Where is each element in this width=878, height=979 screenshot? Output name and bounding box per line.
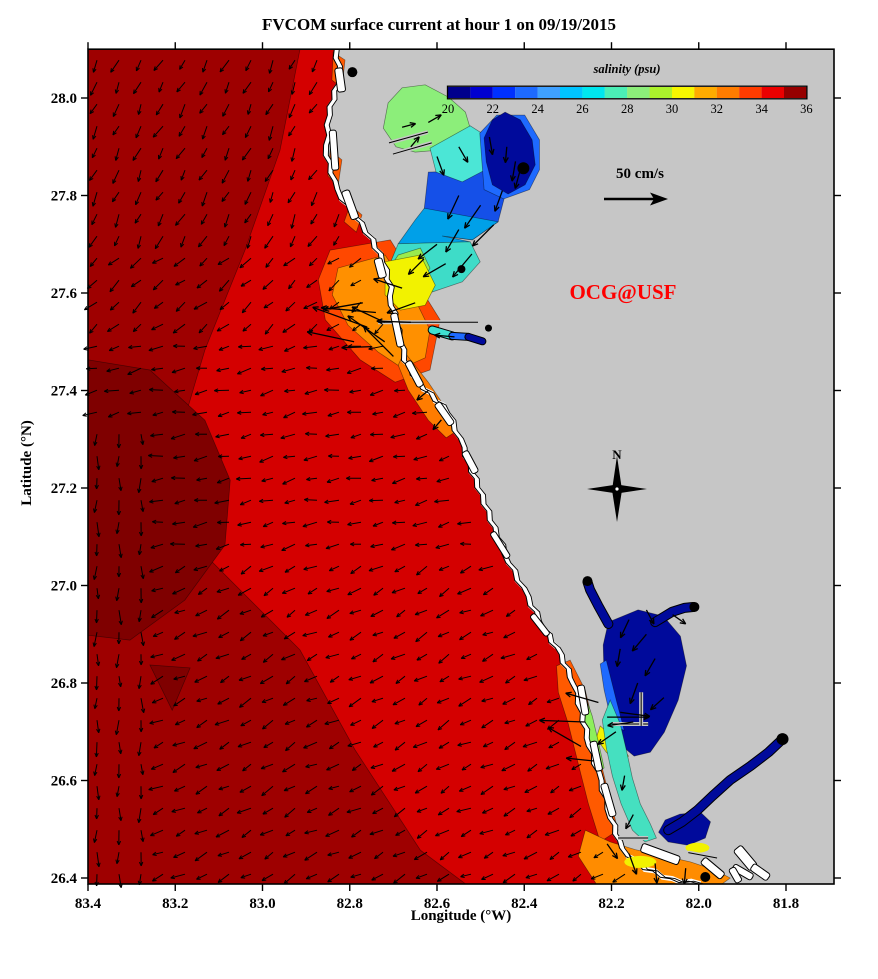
yellow-patch-bottom-plume [624,855,657,868]
map-dot [484,324,492,332]
svg-text:27.0: 27.0 [51,579,77,595]
barrier-island [461,450,479,475]
svg-text:22: 22 [487,102,500,116]
scale-arrow [604,192,668,206]
region-old-tampa-bay [382,84,471,153]
svg-text:28: 28 [621,102,634,116]
barrier-island [600,782,617,818]
svg-text:36: 36 [800,102,813,116]
svg-text:24: 24 [531,102,544,116]
svg-text:82.8: 82.8 [337,896,363,912]
map-dot [457,265,466,274]
compass-north-label: N [612,447,622,462]
svg-text:82.2: 82.2 [598,896,624,912]
barrier-island [328,129,340,171]
map-dot [700,872,711,883]
estuary-current-vectors [306,114,688,885]
colorbar: 20 22 24 26 28 30 32 34 36 [442,85,813,116]
compass-rose [587,456,647,522]
svg-text:30: 30 [666,102,679,116]
watermark-ocg-usf: OCG@USF [569,280,677,304]
svg-text:27.4: 27.4 [51,384,78,400]
svg-text:32: 32 [711,102,724,116]
barrier-island [640,843,681,865]
page-title: FVCOM surface current at hour 1 on 09/19… [262,15,616,34]
map-dot [776,733,789,746]
axis-ticks: 83.4 83.2 83.0 82.8 82.6 82.4 82.2 82.0 81.8 26.4… [51,42,841,912]
barrier-island [373,257,387,279]
svg-text:83.4: 83.4 [75,896,102,912]
svg-text:82.4: 82.4 [511,896,538,912]
svg-text:26.6: 26.6 [51,774,78,790]
svg-text:34: 34 [755,102,768,116]
svg-text:26: 26 [576,102,589,116]
x-axis-label: Longitude (°W) [410,908,512,924]
svg-text:26.8: 26.8 [51,676,77,692]
barrier-island [434,401,455,427]
map-dot [582,576,593,587]
river-manatee-river-upper [465,333,486,345]
plot-frame [87,48,835,885]
barrier-island [341,189,359,221]
barrier-island [589,740,603,772]
svg-text:82.0: 82.0 [686,896,712,912]
barrier-island [731,864,754,881]
barrier-island [490,531,511,559]
map-dot [347,67,358,78]
river-myakka-river [583,578,613,628]
svg-text:27.6: 27.6 [51,286,78,302]
river-peace-river [651,603,698,627]
yellow-patch-san-carlos [685,842,710,853]
svg-text:27.8: 27.8 [51,189,77,205]
y-axis-label: Latitude (°N) [19,420,35,506]
svg-text:20: 20 [442,102,455,116]
offshore-current-vectors [82,59,626,888]
river-caloosahatchee-river [664,735,787,835]
region-salty-wedge-south [149,664,191,712]
barrier-island [530,613,550,637]
barrier-island [750,863,771,881]
svg-text:83.0: 83.0 [249,896,275,912]
barrier-island [334,67,346,93]
map-dot [517,162,530,175]
barrier-island [700,857,725,880]
colorbar-title: salinity (psu) [593,62,661,76]
svg-text:26.4: 26.4 [51,871,78,887]
svg-text:82.6: 82.6 [424,896,451,912]
barrier-island [728,866,743,884]
region-tampa-mid-bay-lower [397,207,499,245]
svg-text:27.2: 27.2 [51,481,77,497]
region-san-carlos-bay [658,811,711,846]
region-pine-island-sound [601,699,657,843]
vector-scale-label: 50 cm/s [616,166,664,182]
svg-text:83.2: 83.2 [162,896,188,912]
svg-text:81.8: 81.8 [773,896,799,912]
barrier-island [405,360,424,388]
svg-text:28.0: 28.0 [51,91,77,107]
map-dot [689,601,700,612]
